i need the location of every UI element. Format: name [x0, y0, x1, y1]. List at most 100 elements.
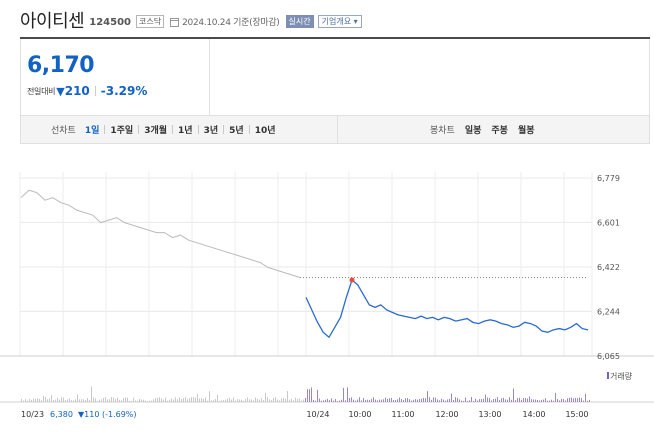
x-axis-ticks: 10/24 10:00 11:00 12:00 13:00 14:00 15:00 — [306, 410, 588, 419]
volume-bar — [421, 398, 422, 402]
change-label: 전일대비 — [27, 86, 56, 96]
volume-bar — [505, 399, 506, 402]
volume-bar — [453, 400, 454, 402]
volume-bar — [305, 397, 306, 402]
volume-bar — [509, 397, 510, 402]
volume-bar — [343, 387, 344, 402]
volume-bar — [105, 397, 106, 402]
tab-separator — [223, 125, 225, 134]
volume-bar — [587, 400, 588, 402]
volume-bar — [465, 397, 466, 402]
volume-bar — [101, 399, 102, 402]
volume-bar — [207, 400, 208, 402]
x-tick-label: 13:00 — [478, 410, 501, 419]
volume-bar — [165, 397, 166, 402]
volume-bar — [555, 392, 556, 402]
volume-bar — [175, 397, 176, 402]
company-info-button[interactable]: 기업개요 ▾ — [317, 15, 362, 28]
volume-bar — [143, 399, 144, 402]
line-chart-title: 선차트 — [51, 126, 76, 136]
volume-bar — [489, 398, 490, 402]
prev-change-text: ▼110 (-1.69%) — [78, 410, 137, 419]
volume-bar — [75, 399, 76, 402]
volume-bar — [169, 399, 170, 402]
volume-bar — [455, 397, 456, 402]
tab-1w[interactable]: 1주일 — [110, 126, 134, 136]
volume-bar — [251, 399, 252, 402]
x-tick-label: 11:00 — [391, 410, 414, 419]
volume-bar — [197, 394, 198, 402]
volume-bar — [51, 394, 52, 402]
volume-bar — [145, 400, 146, 402]
x-tick-label: 12:00 — [435, 410, 458, 419]
volume-bar — [363, 398, 364, 402]
realtime-button[interactable]: 실시간 — [285, 15, 314, 28]
volume-bar — [387, 398, 388, 402]
volume-bar — [113, 397, 114, 402]
volume-bar — [569, 397, 570, 402]
tab-10y[interactable]: 10년 — [254, 126, 276, 136]
volume-bar — [525, 398, 526, 402]
volume-bar — [435, 397, 436, 402]
volume-bar — [501, 398, 502, 402]
tab-daily-candle[interactable]: 일봉 — [464, 126, 482, 136]
volume-bar — [163, 399, 164, 402]
tabbar-divider — [337, 116, 338, 143]
series-line-today — [305, 278, 589, 339]
tab-1d[interactable]: 1일 — [84, 126, 100, 136]
tab-weekly-candle[interactable]: 주봉 — [491, 126, 508, 136]
volume-bar — [575, 397, 576, 402]
volume-bar — [277, 399, 278, 402]
volume-bar — [111, 397, 112, 402]
y-tick-label: 6,244 — [597, 307, 620, 316]
tab-3y[interactable]: 3년 — [203, 126, 219, 136]
volume-bar — [117, 397, 118, 402]
volume-bar — [367, 399, 368, 402]
volume-bar — [531, 399, 532, 402]
volume-bar — [131, 400, 132, 402]
volume-bar — [481, 399, 482, 402]
tab-1y[interactable]: 1년 — [178, 126, 193, 136]
volume-bar — [553, 400, 554, 402]
volume-bar — [521, 399, 522, 402]
volume-bar — [167, 400, 168, 402]
volume-bar — [231, 399, 232, 402]
volume-bar — [275, 397, 276, 402]
volume-bar — [353, 399, 354, 402]
volume-bar — [523, 397, 524, 402]
volume-bar — [141, 399, 142, 402]
volume-bar — [239, 399, 240, 402]
volume-bar — [469, 400, 470, 402]
tab-5y[interactable]: 5년 — [229, 126, 244, 136]
volume-bar — [335, 399, 336, 402]
volume-bar — [581, 398, 582, 402]
volume-bar — [495, 398, 496, 402]
volume-bar — [393, 399, 394, 402]
volume-bar — [95, 398, 96, 402]
volume-bar — [425, 398, 426, 402]
candle-chart-tabs: 봉차트 일봉 주봉 월봉 — [430, 116, 535, 143]
volume-bar — [209, 391, 210, 402]
volume-bar — [297, 398, 298, 402]
volume-bar — [547, 400, 548, 402]
volume-bar — [395, 399, 396, 402]
volume-bar — [285, 398, 286, 402]
volume-bar — [27, 400, 28, 402]
volume-bar — [137, 400, 138, 402]
volume-bar — [377, 400, 378, 402]
volume-bar — [227, 398, 228, 402]
tab-monthly-candle[interactable]: 월봉 — [517, 126, 535, 136]
volume-bar — [417, 399, 418, 402]
volume-bar — [457, 398, 458, 402]
volume-bar — [559, 400, 560, 402]
volume-bar — [281, 398, 282, 402]
stock-chart[interactable]: 6,779 6,601 6,422 6,244 6,065 거래량 10/24 10:00… — [0, 144, 654, 436]
volume-bar — [261, 398, 262, 402]
tab-3m[interactable]: 3개월 — [144, 126, 168, 136]
calendar-icon — [170, 17, 180, 27]
volume-bar — [493, 398, 494, 402]
volume-bar — [537, 400, 538, 402]
candle-chart-title: 봉차트 — [430, 126, 455, 136]
volume-bar — [159, 397, 160, 402]
volume-bar — [213, 400, 214, 402]
